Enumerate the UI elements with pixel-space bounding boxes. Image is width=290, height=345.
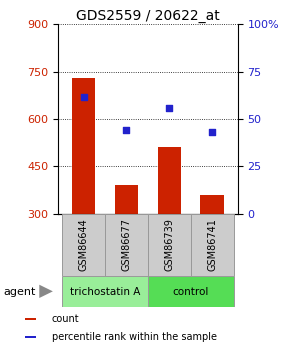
Bar [25, 318, 36, 320]
Point [167, 105, 172, 111]
Polygon shape [39, 285, 53, 298]
Bar [148, 214, 191, 276]
Text: percentile rank within the sample: percentile rank within the sample [52, 332, 217, 342]
Text: GSM86739: GSM86739 [164, 218, 174, 272]
Text: agent: agent [3, 287, 35, 296]
Bar [25, 336, 36, 338]
Bar [115, 185, 138, 214]
Bar [200, 195, 224, 214]
Bar [62, 214, 105, 276]
Text: control: control [173, 287, 209, 296]
Text: GSM86677: GSM86677 [122, 218, 131, 272]
Point [210, 129, 214, 135]
Text: GSM86644: GSM86644 [79, 219, 89, 271]
Text: trichostatin A: trichostatin A [70, 287, 140, 296]
Bar [62, 276, 148, 307]
Bar [148, 276, 233, 307]
Title: GDS2559 / 20622_at: GDS2559 / 20622_at [76, 9, 220, 23]
Bar [105, 214, 148, 276]
Text: count: count [52, 314, 79, 324]
Text: GSM86741: GSM86741 [207, 218, 217, 272]
Point [124, 127, 129, 133]
Bar [72, 78, 95, 214]
Point [81, 94, 86, 100]
Bar [157, 147, 181, 214]
Bar [191, 214, 233, 276]
